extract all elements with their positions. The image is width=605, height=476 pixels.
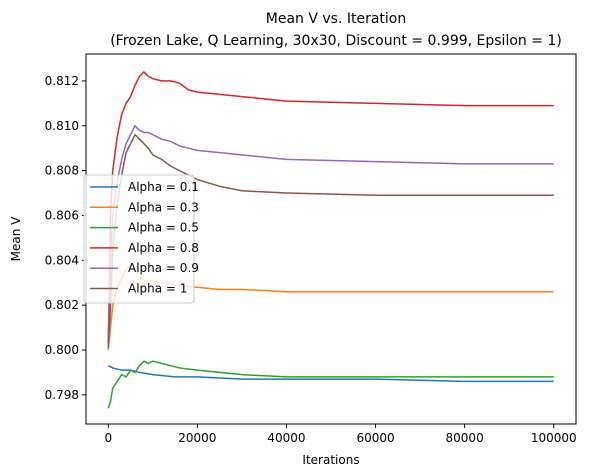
y-tick-label: 0.808 (45, 164, 79, 178)
y-tick-label: 0.804 (45, 253, 79, 267)
y-tick-label: 0.800 (45, 343, 79, 357)
x-tick-label: 0 (104, 431, 112, 445)
series-line-0 (107, 365, 554, 383)
x-axis: 0 20000 40000 60000 80000 100000 (104, 424, 577, 445)
chart-subtitle: (Frozen Lake, Q Learning, 30x30, Discoun… (110, 33, 562, 49)
x-tick-label: 80000 (446, 431, 484, 445)
chart-title: Mean V vs. Iteration (266, 11, 407, 27)
x-tick-label: 20000 (178, 431, 216, 445)
legend: Alpha = 0.1 Alpha = 0.3 Alpha = 0.5 Alpha =… (83, 174, 199, 304)
legend-label-4: Alpha = 0.9 (128, 261, 199, 275)
series-line-2 (107, 360, 554, 409)
series-line-4 (107, 124, 554, 339)
x-tick-label: 40000 (267, 431, 305, 445)
y-axis-label: Mean V (9, 216, 23, 262)
x-axis-label: Iterations (302, 453, 359, 467)
legend-label-1: Alpha = 0.3 (128, 200, 199, 214)
legend-label-3: Alpha = 0.8 (128, 241, 199, 255)
legend-label-2: Alpha = 0.5 (128, 221, 199, 235)
y-tick-label: 0.798 (45, 388, 79, 402)
legend-label-0: Alpha = 0.1 (128, 180, 199, 194)
y-tick-label: 0.802 (45, 298, 79, 312)
y-tick-label: 0.806 (45, 208, 79, 222)
y-axis: 0.798 0.800 0.802 0.804 0.806 0.808 0.810 0.812 (45, 74, 86, 402)
legend-label-5: Alpha = 1 (128, 282, 187, 296)
x-tick-label: 100000 (531, 431, 577, 445)
series-line-3 (107, 70, 554, 344)
y-tick-label: 0.810 (45, 119, 79, 133)
x-tick-label: 60000 (356, 431, 394, 445)
y-tick-label: 0.812 (45, 74, 79, 88)
